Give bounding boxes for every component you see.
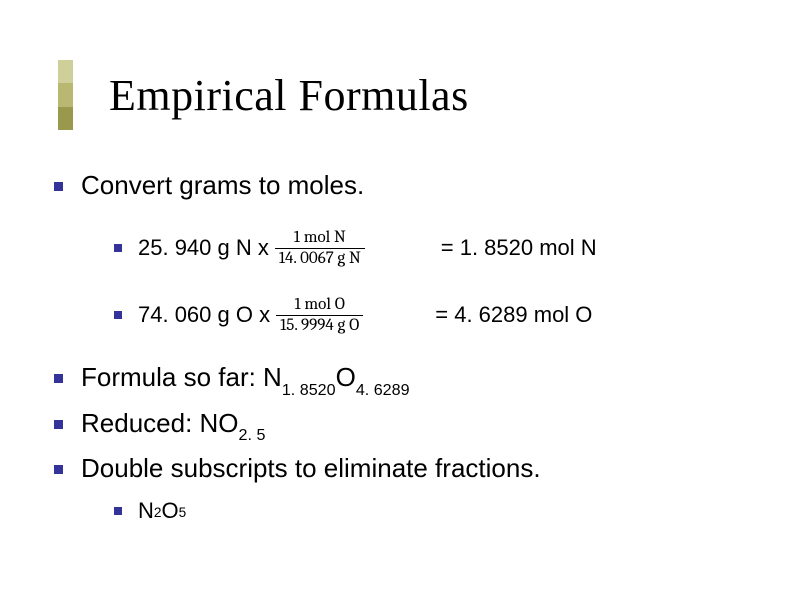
final-formula-row: N2O5 bbox=[114, 498, 794, 524]
calc-n-rhs: = 1. 8520 mol N bbox=[441, 235, 597, 261]
slide-title: Empirical Formulas bbox=[109, 70, 469, 121]
calc-row-oxygen: 74. 060 g O x 1 mol O 15. 9994 g O = 4. … bbox=[114, 296, 794, 335]
bullet-convert: Convert grams to moles. 25. 940 g N x 1 … bbox=[54, 170, 794, 334]
title-accent-bar bbox=[58, 60, 73, 130]
calc-o-lhs: 74. 060 g O x bbox=[138, 302, 270, 328]
square-bullet-icon bbox=[54, 420, 63, 429]
final-prefix: N bbox=[138, 498, 154, 524]
square-bullet-icon bbox=[114, 507, 122, 515]
formula-sub1: 1. 8520 bbox=[282, 381, 336, 399]
bullet-double: Double subscripts to eliminate fractions… bbox=[54, 453, 794, 484]
frac-n-num: 1 mol N bbox=[290, 229, 350, 248]
final-mid: O bbox=[161, 498, 178, 524]
double-text: Double subscripts to eliminate fractions… bbox=[81, 453, 541, 484]
reduced-prefix: Reduced: NO bbox=[81, 408, 239, 438]
fraction-o: 1 mol O 15. 9994 g O bbox=[276, 296, 363, 335]
calc-n: 25. 940 g N x 1 mol N 14. 0067 g N = 1. … bbox=[138, 229, 597, 268]
frac-o-num: 1 mol O bbox=[290, 296, 348, 315]
convert-text: Convert grams to moles. bbox=[81, 170, 364, 201]
title-row: Empirical Formulas bbox=[0, 60, 794, 130]
final-sub1: 2 bbox=[154, 505, 162, 520]
slide: Empirical Formulas Convert grams to mole… bbox=[0, 0, 794, 595]
reduced-text: Reduced: NO2. 5 bbox=[81, 408, 265, 443]
calc-o: 74. 060 g O x 1 mol O 15. 9994 g O = 4. … bbox=[138, 296, 592, 335]
square-bullet-icon bbox=[54, 465, 63, 474]
final-sub2: 5 bbox=[179, 505, 187, 520]
bullet-formula-so-far: Formula so far: N1. 8520O4. 6289 bbox=[54, 362, 794, 397]
frac-n-den: 14. 0067 g N bbox=[275, 248, 365, 268]
calc-o-rhs: = 4. 6289 mol O bbox=[435, 302, 592, 328]
final-formula: N2O5 bbox=[138, 498, 186, 524]
square-bullet-icon bbox=[114, 311, 122, 319]
calc-n-lhs: 25. 940 g N x bbox=[138, 235, 269, 261]
formula-sub2: 4. 6289 bbox=[356, 381, 410, 399]
content: Convert grams to moles. 25. 940 g N x 1 … bbox=[0, 170, 794, 524]
bullet-reduced: Reduced: NO2. 5 bbox=[54, 408, 794, 443]
square-bullet-icon bbox=[54, 182, 63, 191]
frac-o-den: 15. 9994 g O bbox=[276, 315, 363, 335]
formula-mid: O bbox=[336, 362, 356, 392]
reduced-sub: 2. 5 bbox=[239, 426, 266, 444]
formula-so-far-text: Formula so far: N1. 8520O4. 6289 bbox=[81, 362, 410, 397]
fraction-n: 1 mol N 14. 0067 g N bbox=[275, 229, 365, 268]
square-bullet-icon bbox=[54, 374, 63, 383]
calc-row-nitrogen: 25. 940 g N x 1 mol N 14. 0067 g N = 1. … bbox=[114, 229, 794, 268]
square-bullet-icon bbox=[114, 244, 122, 252]
formula-prefix: Formula so far: N bbox=[81, 362, 282, 392]
